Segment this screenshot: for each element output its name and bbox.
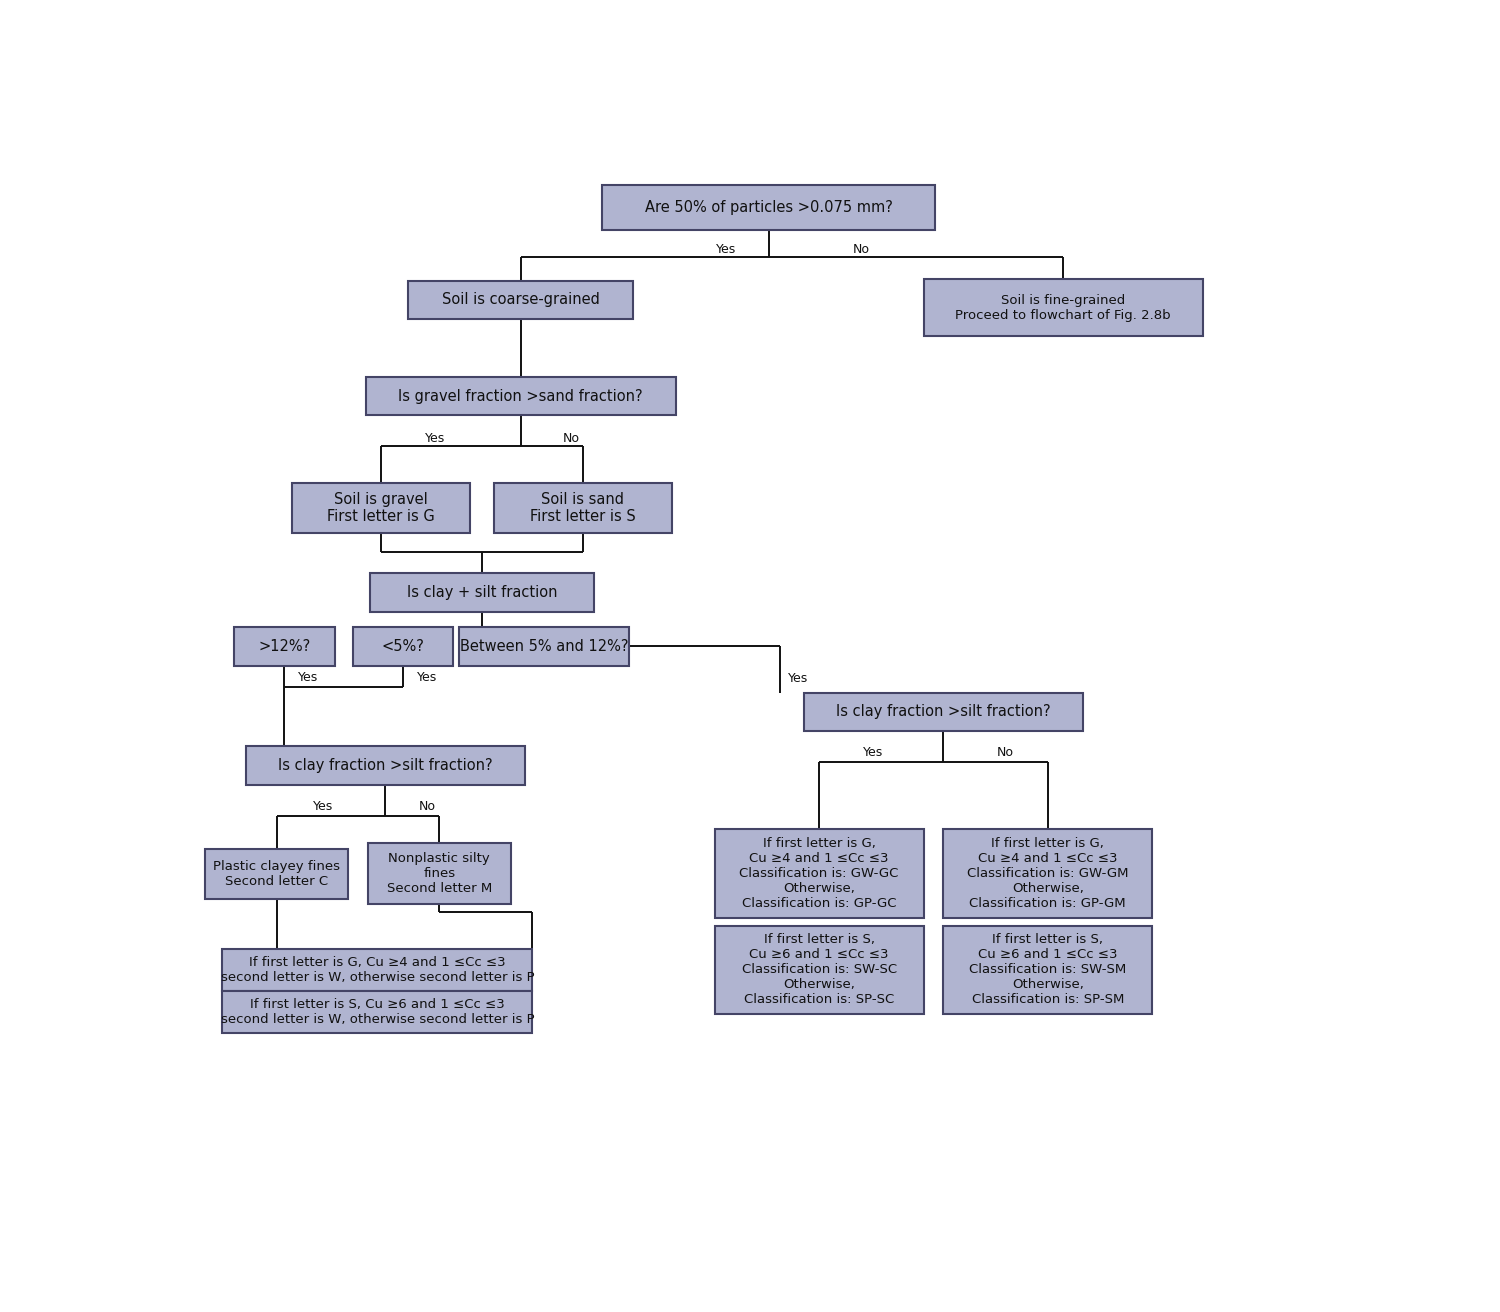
FancyBboxPatch shape xyxy=(246,747,525,785)
Text: Plastic clayey fines
Second letter C: Plastic clayey fines Second letter C xyxy=(213,859,340,887)
FancyBboxPatch shape xyxy=(222,949,532,991)
Text: Yes: Yes xyxy=(298,672,318,685)
Text: Is gravel fraction >sand fraction?: Is gravel fraction >sand fraction? xyxy=(399,388,644,404)
FancyBboxPatch shape xyxy=(366,377,675,416)
FancyBboxPatch shape xyxy=(924,278,1203,336)
Text: Yes: Yes xyxy=(864,747,883,760)
FancyBboxPatch shape xyxy=(369,573,594,611)
Text: No: No xyxy=(853,243,870,256)
FancyBboxPatch shape xyxy=(714,829,924,918)
Text: Yes: Yes xyxy=(426,432,445,445)
FancyBboxPatch shape xyxy=(408,281,633,319)
Text: Soil is gravel
First letter is G: Soil is gravel First letter is G xyxy=(327,492,435,523)
Text: If first letter is S, Cu ≥6 and 1 ≤Cc ≤3
second letter is W, otherwise second le: If first letter is S, Cu ≥6 and 1 ≤Cc ≤3… xyxy=(220,998,534,1026)
FancyBboxPatch shape xyxy=(222,991,532,1034)
Text: No: No xyxy=(996,747,1014,760)
Text: <5%?: <5%? xyxy=(381,639,424,653)
Text: Between 5% and 12%?: Between 5% and 12%? xyxy=(459,639,628,653)
Text: If first letter is S,
Cu ≥6 and 1 ≤Cc ≤3
Classification is: SW-SC
Otherwise,
Cla: If first letter is S, Cu ≥6 and 1 ≤Cc ≤3… xyxy=(741,933,897,1006)
Text: No: No xyxy=(562,432,579,445)
FancyBboxPatch shape xyxy=(804,693,1083,731)
FancyBboxPatch shape xyxy=(494,483,672,533)
Text: Yes: Yes xyxy=(788,672,808,685)
Text: Is clay + silt fraction: Is clay + silt fraction xyxy=(406,585,558,600)
Text: Yes: Yes xyxy=(716,243,736,256)
Text: Soil is coarse-grained: Soil is coarse-grained xyxy=(442,293,600,307)
Text: Yes: Yes xyxy=(314,800,333,813)
Text: No: No xyxy=(419,800,436,813)
FancyBboxPatch shape xyxy=(602,185,936,230)
Text: Soil is fine-grained
Proceed to flowchart of Fig. 2.8b: Soil is fine-grained Proceed to flowchar… xyxy=(956,294,1172,321)
Text: If first letter is G,
Cu ≥4 and 1 ≤Cc ≤3
Classification is: GW-GC
Otherwise,
Cla: If first letter is G, Cu ≥4 and 1 ≤Cc ≤3… xyxy=(740,837,898,911)
Text: Is clay fraction >silt fraction?: Is clay fraction >silt fraction? xyxy=(836,705,1050,719)
FancyBboxPatch shape xyxy=(352,627,453,665)
FancyBboxPatch shape xyxy=(714,925,924,1014)
Text: Yes: Yes xyxy=(417,672,436,685)
FancyBboxPatch shape xyxy=(292,483,471,533)
Text: Is clay fraction >silt fraction?: Is clay fraction >silt fraction? xyxy=(278,758,492,773)
FancyBboxPatch shape xyxy=(368,842,512,904)
FancyBboxPatch shape xyxy=(459,627,630,665)
FancyBboxPatch shape xyxy=(206,849,348,899)
Text: If first letter is G, Cu ≥4 and 1 ≤Cc ≤3
second letter is W, otherwise second le: If first letter is G, Cu ≥4 and 1 ≤Cc ≤3… xyxy=(220,955,534,984)
FancyBboxPatch shape xyxy=(944,829,1152,918)
Text: If first letter is S,
Cu ≥6 and 1 ≤Cc ≤3
Classification is: SW-SM
Otherwise,
Cla: If first letter is S, Cu ≥6 and 1 ≤Cc ≤3… xyxy=(969,933,1126,1006)
FancyBboxPatch shape xyxy=(944,925,1152,1014)
Text: Soil is sand
First letter is S: Soil is sand First letter is S xyxy=(530,492,636,523)
Text: Are 50% of particles >0.075 mm?: Are 50% of particles >0.075 mm? xyxy=(645,199,892,215)
Text: >12%?: >12%? xyxy=(258,639,310,653)
Text: Nonplastic silty
fines
Second letter M: Nonplastic silty fines Second letter M xyxy=(387,851,492,895)
Text: If first letter is G,
Cu ≥4 and 1 ≤Cc ≤3
Classification is: GW-GM
Otherwise,
Cla: If first letter is G, Cu ≥4 and 1 ≤Cc ≤3… xyxy=(968,837,1128,911)
FancyBboxPatch shape xyxy=(234,627,334,665)
